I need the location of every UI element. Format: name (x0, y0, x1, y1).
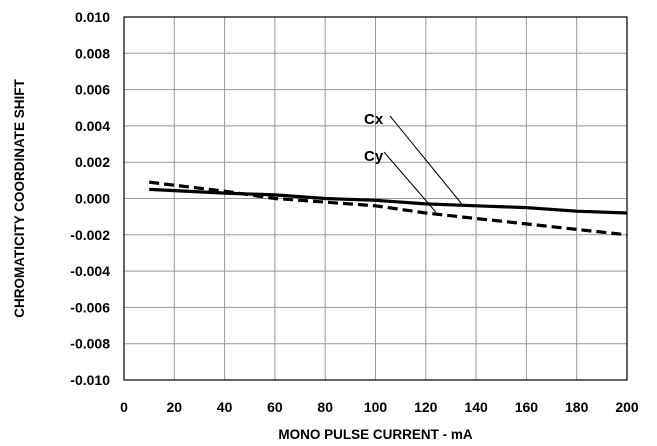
y-tick-label: 0.000 (75, 191, 110, 207)
annotation-layer: Cx Cy (364, 111, 464, 213)
series-label-cy: Cy (364, 148, 384, 165)
x-tick-label: 20 (167, 399, 183, 415)
x-tick-label: 160 (515, 399, 539, 415)
y-tick-label: 0.010 (75, 9, 110, 25)
y-tick-label: 0.006 (75, 82, 110, 98)
y-tick-label: 0.004 (75, 118, 110, 134)
x-tick-label: 40 (217, 399, 233, 415)
x-tick-label: 60 (267, 399, 283, 415)
x-tick-label: 80 (317, 399, 333, 415)
series-layer (149, 180, 628, 237)
x-axis-title: MONO PULSE CURRENT - mA (278, 427, 473, 442)
x-tick-label: 200 (615, 399, 639, 415)
x-tick-label: 100 (364, 399, 388, 415)
grid (123, 16, 628, 381)
series-line-cx (149, 187, 628, 215)
y-axis-title: CHROMATICITY COORDINATE SHIFT (12, 79, 27, 318)
y-tick-label: 0.002 (75, 154, 110, 170)
x-tick-label: 180 (565, 399, 589, 415)
y-tick-label: 0.008 (75, 45, 110, 61)
tick-labels: 0 20 40 60 80 100 120 140 160 180 200 0.010 0.008 0.0… (70, 9, 639, 415)
x-tick-label: 140 (464, 399, 488, 415)
y-tick-label: -0.006 (70, 299, 110, 315)
y-tick-label: -0.002 (70, 227, 110, 243)
y-tick-label: -0.008 (70, 336, 110, 352)
series-label-cx: Cx (364, 111, 384, 128)
y-tick-label: -0.004 (70, 263, 110, 279)
y-tick-label: -0.010 (70, 372, 110, 388)
plot-frame (123, 16, 628, 381)
leader-line-cy (383, 151, 437, 213)
leader-line-cx (389, 115, 464, 207)
x-tick-label: 120 (414, 399, 438, 415)
x-tick-label: 0 (120, 399, 128, 415)
